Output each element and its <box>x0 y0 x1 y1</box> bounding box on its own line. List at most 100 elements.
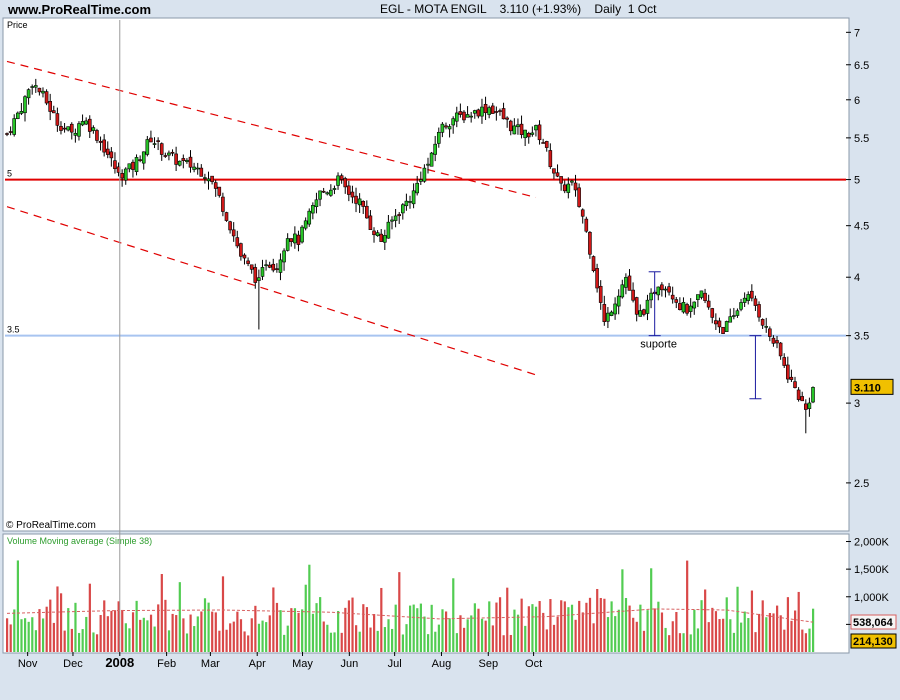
candle-body <box>480 106 484 117</box>
candle-body <box>750 290 754 299</box>
candle-body <box>307 210 312 225</box>
candle-body <box>566 183 571 193</box>
candle-body <box>213 182 218 189</box>
candle-body <box>573 182 578 191</box>
volume-bar <box>635 621 638 652</box>
y-tick-label: 3.5 <box>854 331 869 343</box>
volume-bar <box>121 609 124 652</box>
candle-body <box>66 126 70 131</box>
candle-body <box>544 141 549 148</box>
volume-bar <box>416 608 419 652</box>
volume-bar <box>344 607 347 652</box>
chart-title: EGL - MOTA ENGIL 3.110 (+1.93%) Daily 1 … <box>380 2 657 16</box>
candle-body <box>163 155 168 157</box>
candle-body <box>221 196 225 212</box>
volume-bars <box>6 560 815 652</box>
candle-body <box>48 101 52 112</box>
volume-bar <box>412 604 415 652</box>
volume-bar <box>707 622 710 652</box>
candle-body <box>714 320 718 325</box>
volume-bar <box>603 598 606 652</box>
candle-body <box>102 139 106 153</box>
volume-bar <box>34 630 37 652</box>
volume-bar <box>171 613 174 652</box>
x-tick-label: Dec <box>63 658 83 670</box>
volume-bar <box>524 625 527 652</box>
channel-line <box>6 60 537 199</box>
candle-body <box>598 285 603 303</box>
volume-bar <box>614 616 617 652</box>
volume-bar <box>250 618 253 652</box>
volume-bar <box>6 618 9 652</box>
copyright: © ProRealTime.com <box>6 520 96 531</box>
volume-bar <box>639 604 642 652</box>
volume-bar <box>203 598 207 652</box>
volume-bar <box>232 621 235 652</box>
volume-moving-average <box>6 608 814 623</box>
candle-body <box>570 180 574 183</box>
volume-bar <box>218 630 221 652</box>
volume-bar <box>621 569 624 652</box>
x-tick-label: Oct <box>525 658 542 670</box>
site-name[interactable]: www.ProRealTime.com <box>8 2 152 17</box>
candle-body <box>314 199 319 208</box>
candle-body <box>746 294 751 301</box>
candle-body <box>368 215 373 231</box>
volume-bar <box>660 612 664 652</box>
candle-body <box>375 232 380 237</box>
candle-body <box>23 96 27 114</box>
volume-bar <box>765 617 768 652</box>
volume-bar <box>812 608 815 652</box>
candle-body <box>37 87 42 93</box>
candle-body <box>613 303 617 315</box>
volume-bar <box>610 601 613 652</box>
candle-body <box>616 295 621 307</box>
candle-body <box>267 264 272 268</box>
volume-bar <box>265 622 268 652</box>
volume-bar <box>45 606 48 652</box>
volume-bar <box>624 597 628 652</box>
volume-bar <box>513 609 516 652</box>
candle-body <box>33 85 38 88</box>
candle-body <box>537 124 542 141</box>
candle-body <box>293 233 297 244</box>
candle-body <box>260 267 265 277</box>
candle-body <box>275 268 279 270</box>
candle-body <box>760 319 765 326</box>
volume-bar <box>588 597 592 652</box>
x-tick-label: Apr <box>249 658 266 670</box>
volume-bar <box>772 613 775 652</box>
volume-bar <box>606 617 610 652</box>
candle-body <box>123 168 128 181</box>
candle-body <box>131 161 135 170</box>
volume-bar <box>128 628 131 652</box>
volume-bar <box>117 601 120 652</box>
volume-bar <box>139 619 142 652</box>
measure-marks <box>648 271 762 400</box>
volume-bar <box>315 603 318 652</box>
candle-body <box>742 297 747 303</box>
y-tick-label: 5 <box>854 175 860 187</box>
candle-body <box>516 124 520 128</box>
candle-body <box>440 123 445 133</box>
candle-body <box>185 159 189 163</box>
volume-bar <box>628 605 631 652</box>
candle-body <box>289 238 294 242</box>
volume-bar <box>254 605 257 652</box>
candle-body <box>329 189 333 196</box>
candle-body <box>483 103 488 114</box>
volume-bar <box>801 629 804 652</box>
volume-bar <box>653 608 656 652</box>
candle-body <box>87 118 92 132</box>
candle-body <box>800 396 805 402</box>
candle-body <box>775 340 779 344</box>
volume-bar <box>668 635 671 652</box>
candle-body <box>526 132 531 138</box>
candle-body <box>660 284 664 291</box>
x-tick-label: Aug <box>432 658 452 670</box>
volume-bar <box>560 600 563 652</box>
candle-body <box>19 111 24 114</box>
volume-bar <box>570 604 574 652</box>
volume-bar <box>567 607 570 652</box>
x-axis: Nov Dec 2008 Feb Mar Apr May Jun Jul Aug Sep Oct <box>18 20 542 670</box>
